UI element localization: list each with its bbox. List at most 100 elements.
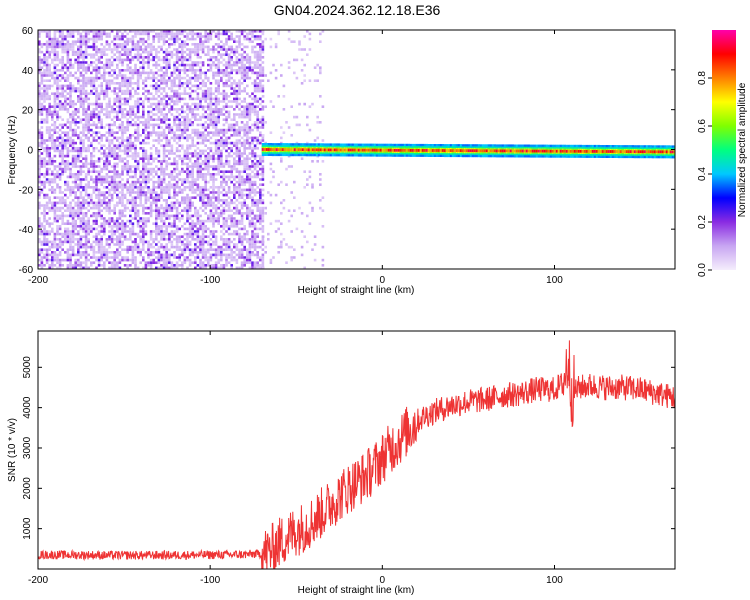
- heatmap-cell: [162, 74, 166, 77]
- heatmap-cell: [108, 162, 111, 166]
- heatmap-cell: [220, 48, 223, 51]
- heatmap-cell: [178, 87, 181, 90]
- heatmap-cell: [134, 196, 137, 199]
- heatmap-cell: [69, 193, 72, 197]
- heatmap-cell: [134, 131, 137, 134]
- heatmap-cell: [129, 199, 132, 202]
- heatmap-cell: [157, 141, 161, 145]
- heatmap-cell: [97, 56, 101, 59]
- heatmap-cell: [66, 79, 70, 82]
- heatmap-cell: [214, 261, 218, 264]
- heatmap-cell: [105, 253, 109, 257]
- heatmap-cell: [56, 79, 59, 82]
- heatmap-cell: [48, 264, 51, 267]
- heatmap-cell: [84, 43, 88, 46]
- heatmap-cell: [123, 152, 127, 155]
- heatmap-cell: [84, 149, 88, 153]
- heatmap-cell: [157, 115, 161, 119]
- heatmap-cell: [196, 212, 200, 215]
- heatmap-cell: [152, 45, 155, 49]
- heatmap-cell: [201, 71, 205, 75]
- heatmap-cell: [139, 225, 142, 228]
- heatmap-cell: [168, 209, 171, 212]
- heatmap-cell: [79, 45, 83, 49]
- heatmap-cell: [97, 209, 101, 212]
- heatmap-cell: [152, 123, 155, 127]
- heatmap-cell: [118, 266, 122, 269]
- heatmap-cell: [100, 217, 103, 220]
- heatmap-cell: [105, 48, 109, 51]
- heatmap-cell: [53, 40, 57, 43]
- heatmap-cell: [147, 261, 150, 264]
- heatmap-cell: [209, 219, 213, 223]
- heatmap-cell: [74, 108, 77, 111]
- heatmap-cell: [235, 71, 239, 75]
- heatmap-cell: [142, 123, 145, 127]
- heatmap-cell: [225, 170, 228, 173]
- heatmap-cell: [175, 230, 179, 233]
- heatmap-cell: [45, 212, 49, 215]
- heatmap-cell: [238, 115, 241, 119]
- heatmap-cell: [168, 110, 171, 114]
- heatmap-cell: [160, 48, 163, 51]
- heatmap-cell: [204, 186, 207, 189]
- heatmap-cell: [74, 87, 77, 90]
- heatmap-cell: [162, 214, 166, 218]
- heatmap-cell: [95, 240, 98, 244]
- heatmap-cell: [118, 258, 122, 262]
- heatmap-cell: [43, 53, 46, 56]
- heatmap-cell: [196, 157, 200, 160]
- heatmap-cell: [95, 92, 98, 95]
- heatmap-cell: [173, 222, 176, 225]
- heatmap-cell: [253, 35, 257, 38]
- heatmap-cell: [201, 178, 205, 181]
- heatmap-cell: [155, 152, 158, 155]
- heatmap-cell: [212, 97, 215, 101]
- heatmap-cell: [40, 121, 44, 124]
- heatmap-cell: [139, 238, 142, 241]
- heatmap-cell: [66, 209, 70, 212]
- heatmap-cell: [207, 193, 210, 197]
- heatmap-cell: [142, 58, 145, 62]
- heatmap-cell: [212, 45, 215, 49]
- heatmap-cell: [116, 170, 119, 173]
- heatmap-cell: [43, 180, 46, 184]
- heatmap-cell: [248, 58, 252, 62]
- heatmap-cell: [84, 165, 88, 168]
- heatmap-cell: [220, 209, 223, 212]
- heatmap-cell: [230, 219, 233, 223]
- heatmap-cell: [110, 209, 114, 212]
- heatmap-cell: [199, 214, 202, 218]
- heatmap-cell: [95, 188, 98, 192]
- heatmap-cell: [235, 92, 239, 95]
- heatmap-cell: [233, 212, 236, 215]
- heatmap-cell: [191, 50, 194, 54]
- heatmap-cell: [165, 50, 168, 54]
- heatmap-cell: [90, 256, 93, 259]
- heatmap-cell: [170, 186, 174, 189]
- heatmap-cell: [108, 191, 111, 194]
- heatmap-cell: [165, 230, 168, 233]
- heatmap-cell: [79, 225, 83, 228]
- heatmap-cell: [162, 178, 166, 181]
- heatmap-cell: [183, 63, 187, 67]
- heatmap-cell: [64, 43, 67, 46]
- heatmap-cell: [116, 154, 119, 158]
- heatmap-cell: [118, 147, 122, 150]
- heatmap-cell: [64, 45, 67, 49]
- heatmap-cell: [165, 40, 168, 43]
- heatmap-cell: [108, 87, 111, 90]
- heatmap-cell: [235, 58, 239, 62]
- heatmap-cell: [121, 115, 124, 119]
- heatmap-cell: [108, 134, 111, 137]
- heatmap-cell: [142, 230, 145, 233]
- heatmap-cell: [230, 66, 233, 69]
- heatmap-cell: [248, 248, 252, 251]
- heatmap-cell: [45, 89, 49, 93]
- heatmap-cell: [251, 212, 254, 215]
- heatmap-cell: [105, 180, 109, 184]
- heatmap-cell: [194, 118, 197, 121]
- heatmap-cell: [100, 167, 103, 171]
- heatmap-cell: [209, 63, 213, 67]
- heatmap-cell: [118, 110, 122, 114]
